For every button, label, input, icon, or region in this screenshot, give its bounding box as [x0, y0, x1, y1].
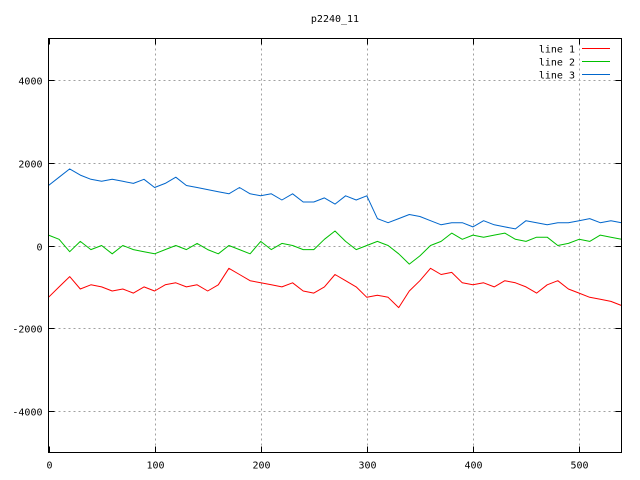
grid: [48, 38, 622, 453]
series-line-3: [48, 168, 622, 230]
y-tick-label: 2000: [18, 160, 42, 171]
x-tick-label: 100: [146, 461, 164, 472]
axes: 0 100 200 300 400 500 -4000 -2000 0 2000 4000: [12, 38, 622, 472]
y-tick-label: -2000: [12, 325, 42, 336]
x-tick-label: 500: [570, 461, 588, 472]
y-tick-label: 4000: [18, 77, 42, 88]
x-tick-label: 0: [46, 461, 52, 472]
plot-frame: [48, 38, 622, 453]
x-tick-label: 400: [464, 461, 482, 472]
y-tick-label: -4000: [12, 408, 42, 419]
legend-label-1: line 1: [539, 45, 575, 56]
legend-label-3: line 3: [539, 71, 575, 82]
chart-title: p2240_11: [311, 14, 359, 25]
y-tick-label: 0: [36, 243, 42, 254]
series-group: [48, 168, 622, 309]
series-line-2: [48, 230, 622, 265]
legend: line 1 line 2 line 3: [539, 45, 610, 82]
x-tick-label: 300: [358, 461, 376, 472]
series-line-1: [48, 267, 622, 309]
x-tick-label: 200: [252, 461, 270, 472]
legend-label-2: line 2: [539, 58, 575, 69]
